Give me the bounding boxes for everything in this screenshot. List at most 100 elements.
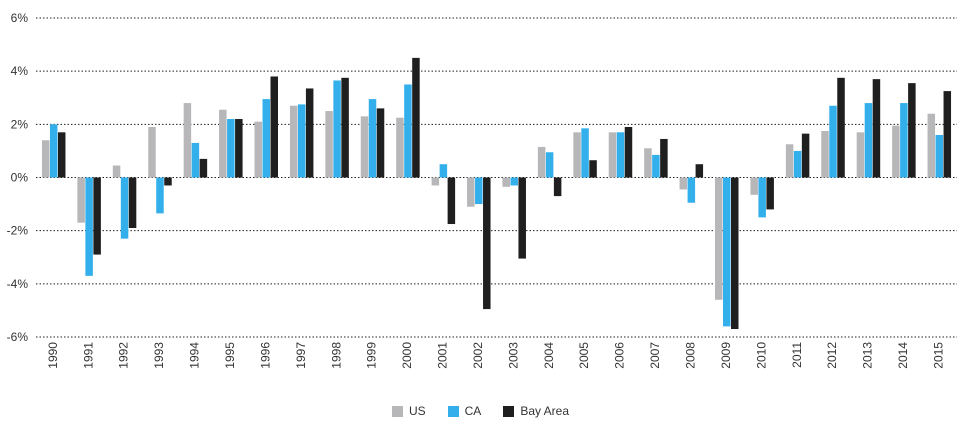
x-tick-label: 1999 [365, 342, 379, 369]
x-tick-label: 2005 [577, 342, 591, 369]
bar-us-2007 [644, 148, 652, 178]
x-tick-label: 1996 [258, 342, 272, 369]
y-tick-label: 2% [11, 117, 29, 131]
bar-ca-1996 [262, 99, 270, 178]
bar-ca-2015 [935, 134, 944, 178]
bar-ca-2008 [687, 177, 696, 203]
bar-us-1990 [41, 140, 50, 178]
x-tick-label: 2002 [471, 342, 485, 369]
x-tick-label: 2007 [648, 342, 662, 369]
bar-ca-2006 [616, 132, 625, 178]
x-tick-label: 1998 [329, 342, 343, 369]
bar-us-1994 [183, 103, 192, 178]
bar-us-2003 [502, 177, 510, 187]
bar-ca-2007 [652, 154, 660, 178]
bar-series [41, 57, 952, 330]
bar-us-2014 [892, 125, 900, 178]
x-tick-label: 2003 [506, 342, 520, 369]
bar-bay-area-2015 [943, 91, 952, 178]
legend-label-ca: CA [464, 404, 482, 418]
y-axis-tick-labels: 6% 4% 2% 0% -2% -4% -6% [7, 11, 29, 344]
bar-us-1991 [77, 177, 85, 223]
x-tick-label: 2000 [400, 342, 414, 369]
x-tick-label: 2015 [931, 342, 945, 369]
x-tick-label: 2014 [896, 342, 910, 369]
bar-us-1995 [219, 109, 227, 178]
bar-us-2009 [715, 177, 723, 300]
bar-us-1992 [112, 165, 121, 178]
legend-item-us: US [391, 404, 426, 418]
bar-us-1999 [360, 116, 369, 178]
bar-us-2011 [785, 144, 794, 178]
bar-bay-area-2012 [837, 77, 845, 178]
bar-us-1993 [148, 126, 156, 178]
bar-us-2000 [396, 117, 404, 178]
bar-us-2008 [679, 177, 688, 190]
bar-bay-area-1995 [235, 119, 243, 178]
x-tick-label: 1993 [152, 342, 166, 369]
bar-ca-2010 [758, 177, 766, 218]
x-tick-label: 1992 [117, 342, 131, 369]
bar-ca-2004 [545, 152, 554, 178]
x-tick-label: 2012 [825, 342, 839, 369]
x-tick-label: 2001 [436, 342, 450, 369]
y-tick-label: -2% [7, 224, 29, 238]
x-tick-label: 1990 [46, 342, 60, 369]
legend-item-ca: CA [447, 404, 482, 418]
bar-bay-area-1992 [128, 177, 137, 229]
legend-label-bay-area: Bay Area [520, 404, 570, 418]
bar-ca-1995 [227, 119, 235, 178]
bar-ca-1993 [156, 177, 164, 214]
bar-ca-1991 [85, 177, 93, 276]
x-tick-label: 1995 [223, 342, 237, 369]
x-tick-label: 1994 [188, 342, 202, 369]
legend: US CA Bay Area [0, 404, 961, 418]
x-tick-label: 2008 [683, 342, 697, 369]
bar-bay-area-1999 [376, 108, 385, 178]
bar-ca-2002 [475, 177, 483, 205]
bar-bay-area-2006 [624, 126, 633, 178]
x-tick-label: 2011 [790, 342, 804, 368]
bar-ca-2000 [404, 84, 412, 178]
bar-ca-2005 [581, 128, 589, 178]
bar-us-2002 [467, 177, 475, 207]
bar-us-2012 [821, 130, 829, 178]
bar-ca-2012 [829, 105, 837, 178]
bar-ca-1994 [191, 142, 200, 178]
y-tick-label: 0% [11, 171, 29, 185]
y-tick-label: -4% [7, 277, 29, 291]
bar-ca-2013 [864, 103, 873, 178]
x-axis-tick-labels: 1990 1991 1992 1993 1994 1995 1996 1997 1998 1999… [46, 342, 946, 369]
bar-us-1996 [254, 121, 262, 178]
y-tick-label: -6% [7, 330, 29, 344]
x-tick-label: 2010 [754, 342, 768, 369]
legend-swatch-us [391, 405, 403, 417]
bar-ca-1990 [49, 124, 58, 178]
bar-bay-area-2008 [695, 164, 704, 178]
bar-bay-area-2001 [447, 177, 456, 225]
x-tick-label: 1991 [81, 342, 95, 369]
legend-swatch-bay-area [503, 405, 515, 417]
bar-bay-area-1994 [199, 158, 208, 178]
bar-us-2010 [750, 177, 758, 195]
bar-ca-2003 [510, 177, 518, 186]
bar-ca-1997 [297, 104, 306, 178]
bar-bay-area-2005 [589, 160, 597, 178]
bar-bay-area-2002 [483, 177, 491, 310]
legend-swatch-ca [447, 405, 459, 417]
y-tick-label: 4% [11, 64, 29, 78]
x-tick-label: 1997 [294, 342, 308, 369]
x-tick-label: 2004 [542, 342, 556, 369]
bar-ca-2001 [439, 164, 448, 178]
legend-label-us: US [408, 404, 426, 418]
bar-bay-area-1990 [57, 132, 66, 178]
bar-bay-area-2010 [766, 177, 774, 210]
x-tick-label: 2006 [613, 342, 627, 369]
bar-bay-area-1993 [164, 177, 172, 186]
bar-bay-area-2011 [801, 133, 810, 178]
bar-us-2015 [927, 113, 936, 178]
bar-bay-area-2009 [731, 177, 739, 330]
bar-bay-area-1998 [341, 77, 349, 178]
bar-us-2005 [573, 132, 581, 178]
